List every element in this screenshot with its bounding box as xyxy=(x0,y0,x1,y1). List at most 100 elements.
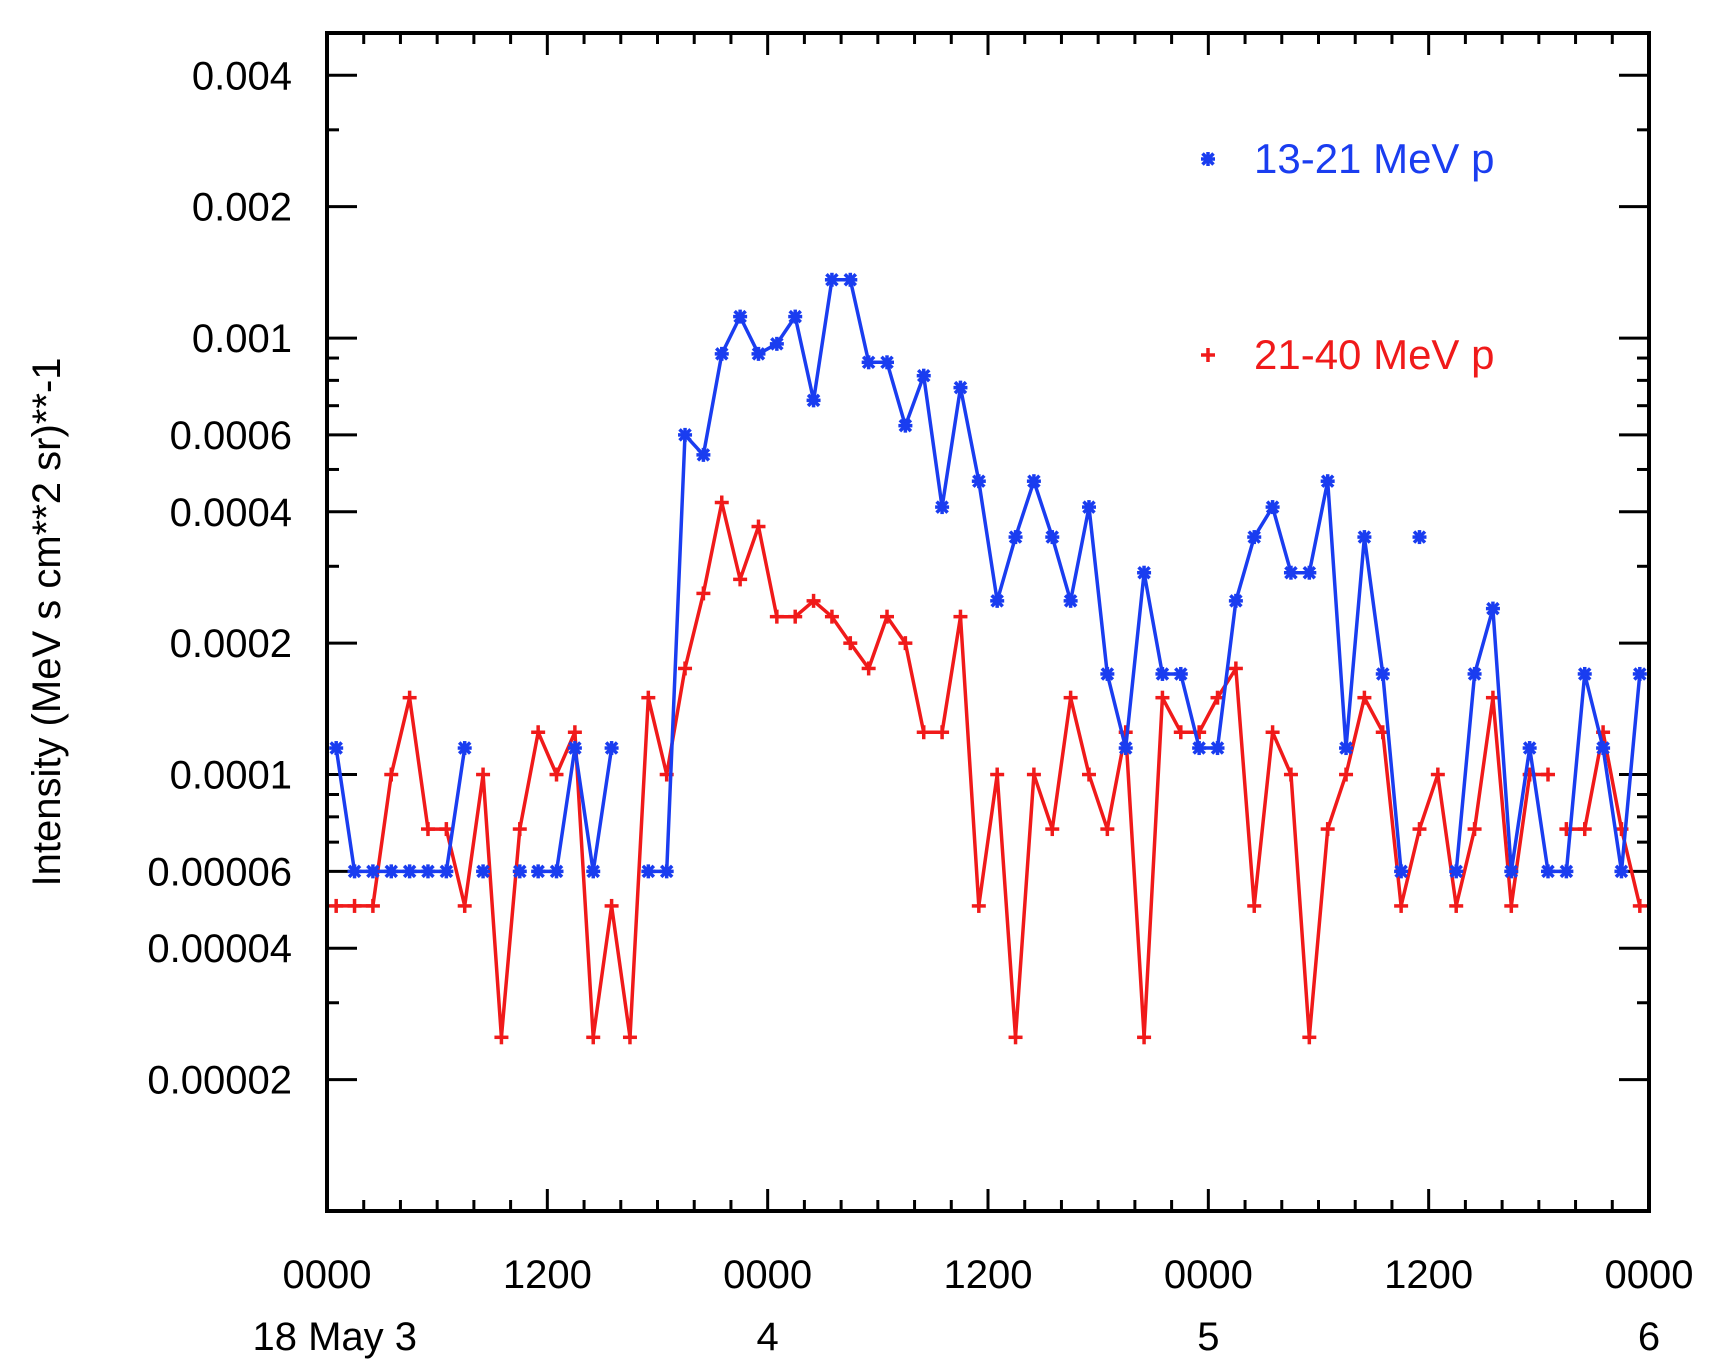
data-point xyxy=(1320,474,1335,489)
marker-stroke xyxy=(1412,530,1427,544)
data-point xyxy=(1155,666,1170,681)
data-point xyxy=(549,864,564,879)
data-point xyxy=(880,355,895,370)
data-point xyxy=(824,272,839,287)
marker-stroke xyxy=(457,741,472,755)
marker-stroke xyxy=(439,864,454,879)
data-point xyxy=(439,864,454,879)
data-point xyxy=(1357,530,1372,545)
data-point xyxy=(1265,500,1280,515)
y-tick-label: 0.0002 xyxy=(170,622,292,666)
data-point xyxy=(953,609,968,624)
data-point xyxy=(1081,767,1096,782)
marker-stroke xyxy=(1504,864,1519,879)
data-point xyxy=(1449,864,1464,879)
data-point xyxy=(1247,898,1262,913)
data-point xyxy=(1063,690,1078,705)
marker-stroke xyxy=(1155,667,1170,681)
marker-stroke xyxy=(788,309,802,324)
marker-stroke xyxy=(1559,864,1574,879)
data-point xyxy=(567,725,582,740)
data-point xyxy=(1504,898,1519,913)
marker-stroke xyxy=(1100,667,1115,681)
data-point xyxy=(1045,530,1060,545)
y-tick-label: 0.0001 xyxy=(170,754,292,798)
data-point xyxy=(1467,666,1482,681)
data-point xyxy=(1412,530,1427,545)
marker-stroke xyxy=(329,741,343,755)
x-tick-label: 0000 xyxy=(283,1253,372,1297)
marker-stroke xyxy=(1633,667,1647,681)
marker-stroke xyxy=(1201,152,1215,166)
marker-stroke xyxy=(513,864,527,879)
legend-label: 13-21 MeV p xyxy=(1254,135,1494,182)
data-point xyxy=(1449,898,1464,913)
marker-stroke xyxy=(1045,530,1060,544)
data-point xyxy=(880,609,895,624)
data-point xyxy=(1137,565,1152,580)
tick-marks xyxy=(325,31,1651,1213)
marker-stroke xyxy=(1449,864,1463,879)
marker-stroke xyxy=(1596,741,1610,755)
data-point xyxy=(365,864,380,879)
data-point xyxy=(329,898,344,913)
legend-label: 21-40 MeV p xyxy=(1254,331,1494,378)
x-tick-label: 0000 xyxy=(1164,1253,1253,1297)
data-point xyxy=(1063,593,1078,608)
marker-stroke xyxy=(586,864,600,879)
y-tick-label: 0.004 xyxy=(192,54,292,98)
data-point xyxy=(365,898,380,913)
x-tick-label: 1200 xyxy=(1384,1253,1473,1297)
marker-stroke xyxy=(1339,741,1353,755)
marker-stroke xyxy=(549,864,564,879)
marker-stroke xyxy=(366,864,380,879)
marker-stroke xyxy=(1192,741,1206,755)
marker-stroke xyxy=(806,393,821,408)
data-point xyxy=(916,725,931,740)
data-point xyxy=(1632,666,1647,681)
marker-stroke xyxy=(880,355,894,370)
data-point xyxy=(678,661,693,676)
marker-stroke xyxy=(1229,594,1243,608)
data-point xyxy=(1173,725,1188,740)
y-tick-label: 0.0006 xyxy=(170,414,292,458)
series-layer xyxy=(329,272,1647,1045)
data-point xyxy=(1541,767,1556,782)
data-point xyxy=(1192,741,1207,756)
data-point xyxy=(1228,661,1243,676)
data-point xyxy=(678,427,693,442)
data-point xyxy=(1339,767,1354,782)
marker-stroke xyxy=(916,368,931,383)
marker-stroke xyxy=(1467,667,1482,681)
data-point xyxy=(604,898,619,913)
data-point xyxy=(769,609,784,624)
data-point xyxy=(1541,864,1556,879)
marker-stroke xyxy=(1082,500,1096,514)
data-point xyxy=(935,500,950,515)
marker-stroke xyxy=(1577,667,1592,681)
data-point xyxy=(1008,1030,1023,1045)
x-tick-label: 1200 xyxy=(944,1253,1033,1297)
data-point xyxy=(402,864,417,879)
marker-stroke xyxy=(678,428,692,442)
x-tick-label: 1200 xyxy=(503,1253,592,1297)
data-point xyxy=(494,1030,509,1045)
marker-stroke xyxy=(898,418,913,433)
marker-stroke xyxy=(696,448,711,462)
data-point xyxy=(788,609,803,624)
marker-stroke xyxy=(861,355,876,370)
marker-stroke xyxy=(641,864,656,879)
marker-stroke xyxy=(384,864,399,879)
data-point xyxy=(1045,822,1060,837)
x-tick-label: 0000 xyxy=(1605,1253,1694,1297)
data-point xyxy=(714,495,729,510)
data-point xyxy=(1081,500,1096,515)
data-point xyxy=(824,609,839,624)
data-point xyxy=(384,767,399,782)
marker-stroke xyxy=(715,347,729,361)
data-point xyxy=(935,725,950,740)
data-point xyxy=(733,309,748,324)
marker-stroke xyxy=(751,347,766,361)
data-point xyxy=(1228,593,1243,608)
